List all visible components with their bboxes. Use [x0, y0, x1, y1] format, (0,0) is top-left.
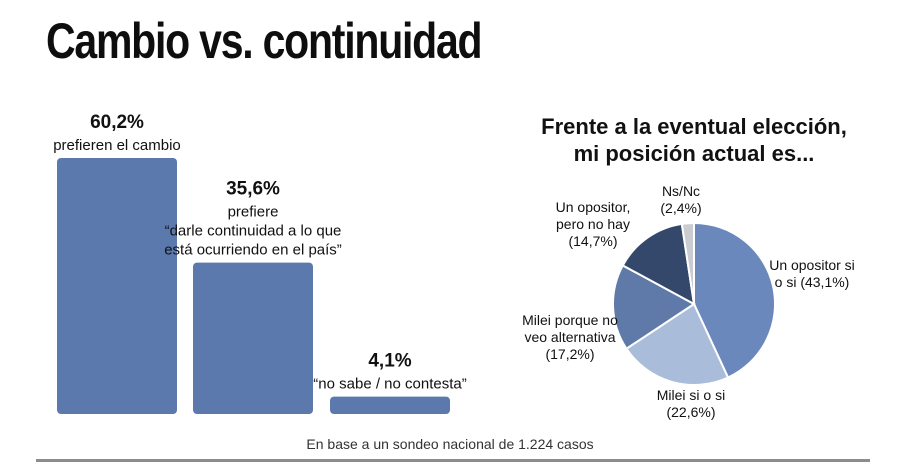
pie-label-4-3: (14,7%): [568, 233, 617, 249]
pie-title-line-1: Frente a la eventual elección,: [541, 114, 847, 139]
footer-divider: [36, 459, 870, 462]
pie-label-2-2: (22,6%): [666, 404, 715, 420]
pie-label-5-1: Ns/Nc: [662, 183, 700, 199]
pie-label-5-2: (2,4%): [660, 200, 701, 216]
pie-title-line-2: mi posición actual es...: [574, 141, 815, 166]
pie-label-1-1: Un opositor si: [769, 257, 855, 273]
pie-label-3-3: (17,2%): [545, 346, 594, 362]
pie-label-4-2: pero no hay: [556, 216, 630, 232]
footer-note: En base a un sondeo nacional de 1.224 ca…: [0, 436, 900, 452]
pie-label-3-1: Milei porque no: [522, 312, 618, 328]
pie-label-4-1: Un opositor,: [556, 199, 631, 215]
pie-label-3-2: veo alternativa: [524, 329, 615, 345]
pie-label-1-2: o si (43,1%): [775, 274, 850, 290]
pie-label-2-1: Milei si o si: [657, 387, 725, 403]
